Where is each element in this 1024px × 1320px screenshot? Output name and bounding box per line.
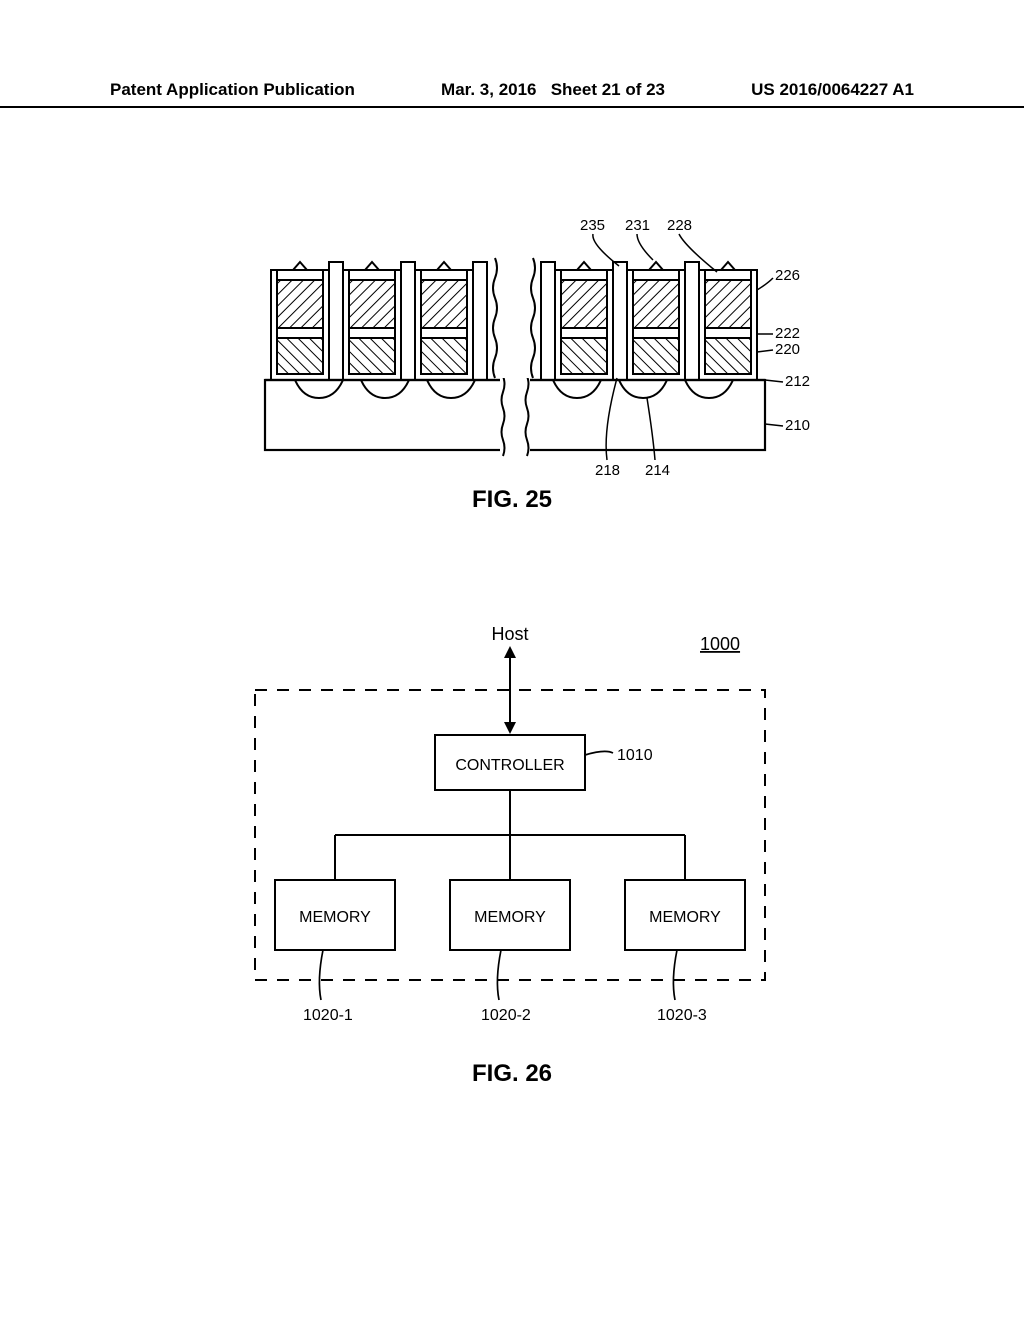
cell-group-right [541, 262, 757, 380]
controller-label: CONTROLLER [455, 757, 564, 774]
fig26-label: FIG. 26 [0, 1060, 1024, 1088]
memory-3-label: MEMORY [649, 909, 721, 926]
host-label: Host [491, 624, 528, 644]
ref-220: 220 [775, 341, 800, 358]
ref-218: 218 [595, 462, 620, 479]
ref-222: 222 [775, 325, 800, 342]
system-ref: 1000 [700, 634, 740, 654]
fig25-svg: 235 231 228 226 222 220 212 210 218 214 [235, 210, 815, 480]
header-row: Patent Application Publication Mar. 3, 2… [0, 80, 1024, 100]
fig25-label: FIG. 25 [0, 486, 1024, 514]
memory-3-ref: 1020-3 [657, 1007, 707, 1024]
ref-226: 226 [775, 267, 800, 284]
header-date: Mar. 3, 2016 Sheet 21 of 23 [441, 80, 665, 100]
ref-214: 214 [645, 462, 670, 479]
memory-1-label: MEMORY [299, 909, 371, 926]
fig25-diagram: 235 231 228 226 222 220 212 210 218 214 [235, 210, 815, 480]
fig26-svg: Host 1000 CONTROLLER 1010 MEMORY MEMORY … [225, 620, 795, 1050]
page-header: Patent Application Publication Mar. 3, 2… [0, 80, 1024, 108]
memory-1-ref: 1020-1 [303, 1007, 353, 1024]
ref-231: 231 [625, 217, 650, 234]
fig26-diagram: Host 1000 CONTROLLER 1010 MEMORY MEMORY … [225, 620, 795, 1050]
ref-235: 235 [580, 217, 605, 234]
header-left: Patent Application Publication [110, 80, 355, 100]
ref-212: 212 [785, 373, 810, 390]
ref-210: 210 [785, 417, 810, 434]
memory-2-ref: 1020-2 [481, 1007, 531, 1024]
controller-ref: 1010 [617, 747, 653, 764]
ref-228: 228 [667, 217, 692, 234]
cell-group-left [271, 262, 487, 380]
memory-2-label: MEMORY [474, 909, 546, 926]
header-pubno: US 2016/0064227 A1 [751, 80, 914, 100]
